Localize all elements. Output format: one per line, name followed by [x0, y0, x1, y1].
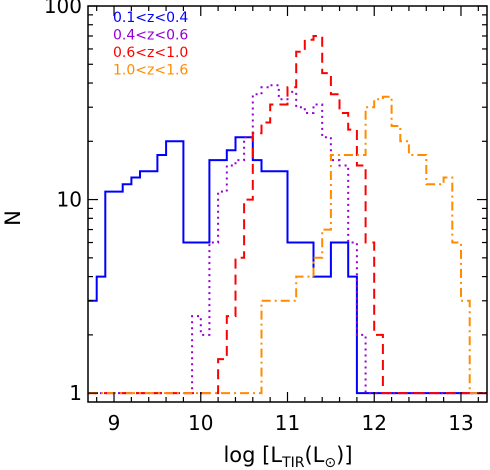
x-label-sun-symbol: ⊙ — [324, 455, 336, 470]
x-label-pre: log [L — [223, 443, 282, 467]
legend-entry-1: 0.1<z<0.4 — [113, 10, 188, 26]
y-tick-label: 100 — [44, 0, 82, 18]
y-tick-label: 1 — [69, 381, 82, 405]
legend-entry-2: 0.4<z<0.6 — [113, 28, 188, 44]
legend-entry-3: 0.6<z<1.0 — [113, 45, 188, 61]
x-axis-label: log [LTIR(L⊙)] — [223, 443, 352, 470]
legend-entry-4: 1.0<z<1.6 — [113, 63, 188, 79]
x-tick-label: 10 — [188, 411, 213, 435]
x-label-sub: TIR — [281, 455, 305, 470]
y-tick-label: 10 — [57, 188, 82, 212]
x-label-mid: (L — [304, 443, 324, 467]
x-tick-label: 12 — [362, 411, 387, 435]
ticks-layer: 9 10 11 12 13 1 10 100 — [44, 0, 487, 435]
x-tick-label: 9 — [108, 411, 121, 435]
x-tick-label: 11 — [275, 411, 300, 435]
series-line-1 — [88, 136, 487, 395]
y-axis-label: N — [1, 210, 25, 226]
series-line-3 — [88, 35, 487, 395]
x-label-post: )] — [336, 443, 352, 467]
series-layer — [88, 35, 487, 395]
x-tick-label: 13 — [448, 411, 473, 435]
series-line-2 — [88, 84, 487, 395]
series-line-4 — [88, 95, 487, 395]
legend: 0.1<z<0.4 0.4<z<0.60.6<z<1.0 1.0<z<1.6 — [113, 10, 188, 79]
